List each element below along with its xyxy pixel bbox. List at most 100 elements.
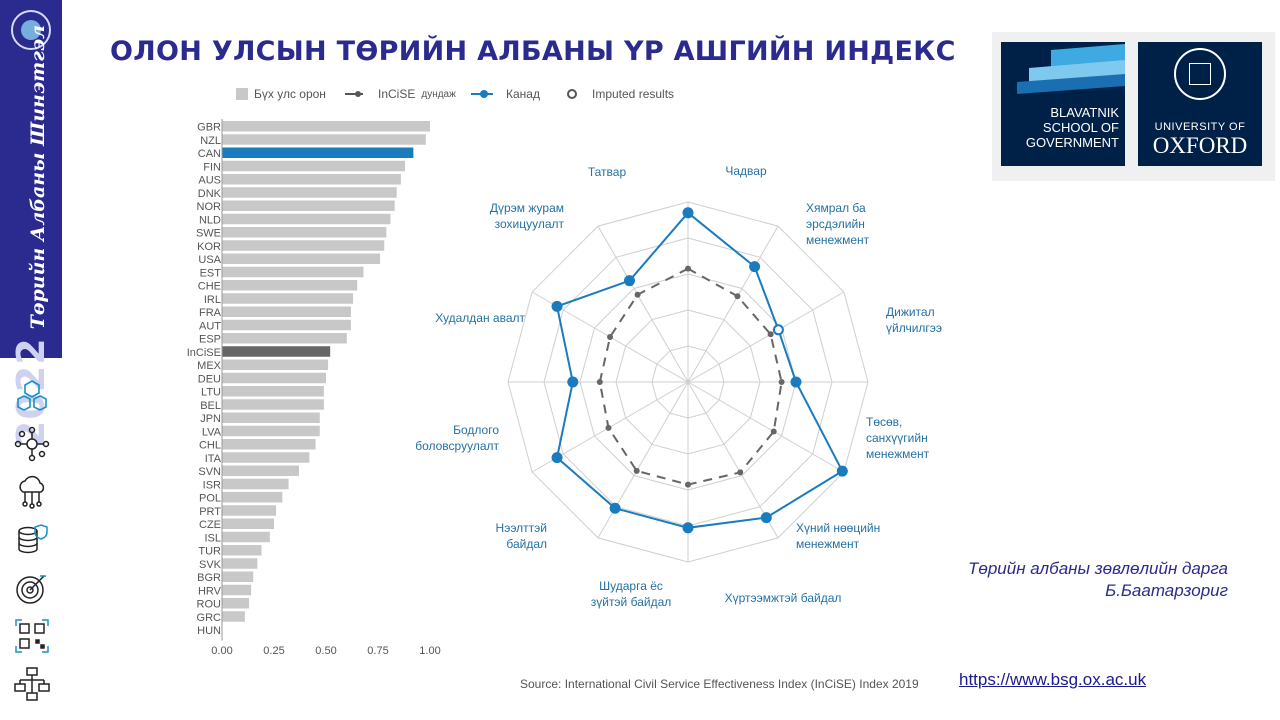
bar-label-DNK: DNK	[198, 188, 222, 200]
radar-spoke	[687, 381, 779, 539]
radar-axis-label: Нээлттэй байдал	[496, 521, 547, 551]
bar-CZE	[222, 518, 274, 529]
bar-label-PRT: PRT	[199, 506, 221, 518]
bar-label-ITA: ITA	[205, 453, 222, 465]
incise-point	[634, 291, 641, 298]
oxford-logo: UNIVERSITY OF OXFORD	[1138, 42, 1262, 166]
bar-LTU	[222, 386, 324, 397]
radar-grid	[507, 201, 869, 563]
sidebar-icon-list	[14, 378, 50, 714]
radar-axis-label: Хүний нөөцийн менежмент	[796, 521, 880, 551]
source-note: Source: International Civil Service Effe…	[520, 677, 919, 691]
canada-point	[682, 207, 694, 219]
bar-label-ROU: ROU	[197, 599, 222, 611]
oxford-name-label: OXFORD	[1152, 133, 1248, 158]
bar-chart: GBRNZLCANFINAUSDNKNORNLDSWEKORUSAESTCHEI…	[187, 119, 441, 657]
bar-JPN	[222, 412, 320, 423]
bar-label-LTU: LTU	[201, 387, 221, 399]
legend-swatch-imputed	[567, 89, 577, 99]
bar-ROU	[222, 598, 250, 609]
bar-label-MEX: MEX	[197, 360, 222, 372]
canada-point	[551, 452, 563, 464]
bar-POL	[222, 492, 283, 503]
x-tick-0.75: 0.75	[367, 645, 388, 657]
radar-axis-label: Татвар	[588, 165, 627, 179]
bar-label-ISR: ISR	[203, 479, 221, 491]
bar-label-CZE: CZE	[199, 519, 221, 531]
oxford-university-label: UNIVERSITY OF	[1154, 121, 1246, 133]
radar-axis-label: Худалдан авалт	[435, 311, 525, 325]
bar-NZL	[222, 134, 426, 145]
legend-item-incise: InCiSE дундаж	[344, 87, 456, 101]
canada-line	[555, 211, 844, 529]
bar-label-GBR: GBR	[197, 122, 221, 134]
cloud-network-icon	[19, 475, 45, 509]
bar-label-JPN: JPN	[200, 413, 221, 425]
x-tick-0.00: 0.00	[211, 645, 232, 657]
bar-label-CAN: CAN	[198, 148, 221, 160]
bar-IRL	[222, 293, 354, 304]
bar-EST	[222, 266, 364, 278]
bar-GBR	[222, 121, 430, 132]
radar-axis-label: Хямрал ба эрсдэлийн менежмент	[806, 201, 870, 247]
emblem-icon	[11, 10, 51, 50]
bar-label-FIN: FIN	[203, 161, 221, 173]
website-link[interactable]: https://www.bsg.ox.ac.uk	[959, 670, 1147, 689]
bar-label-KOR: KOR	[197, 241, 221, 253]
legend-item-canada: Канад	[470, 87, 540, 101]
bar-label-CHL: CHL	[199, 440, 221, 452]
incise-point	[596, 379, 603, 385]
bar-label-SVN: SVN	[198, 466, 221, 478]
bar-label-ISL: ISL	[204, 532, 221, 544]
bar-NOR	[222, 200, 395, 211]
bar-label-LVA: LVA	[202, 426, 222, 438]
incise-point	[633, 467, 640, 474]
radar-spoke	[687, 381, 845, 473]
network-nodes-icon	[14, 426, 50, 462]
bar-label-InCiSE: InCiSE	[187, 347, 221, 359]
qr-code-icon	[15, 619, 49, 653]
radar-axis-label: Хүртээмжтэй байдал	[725, 591, 842, 605]
incise-point	[685, 265, 691, 272]
canada-point	[836, 465, 848, 477]
legend-swatch-canada	[471, 90, 493, 98]
incise-point	[685, 481, 691, 488]
bar-ISL	[222, 531, 270, 543]
bar-label-AUS: AUS	[198, 175, 221, 187]
radar-spoke	[597, 225, 689, 383]
radar-spoke	[687, 225, 779, 383]
incise-point	[770, 428, 777, 435]
incise-point	[767, 331, 774, 338]
radar-axis-label: Төсөв, санхүүгийн менежмент	[866, 415, 930, 461]
bar-GRC	[222, 611, 245, 622]
blavatnik-stripes-icon	[1017, 44, 1125, 94]
bar-label-POL: POL	[199, 493, 221, 505]
bar-SWE	[222, 227, 387, 238]
incise-point	[737, 469, 744, 476]
bar-label-NLD: NLD	[199, 214, 221, 226]
canada-imputed-point	[772, 324, 784, 336]
bar-label-BGR: BGR	[197, 572, 221, 584]
canada-point	[749, 261, 761, 273]
legend-item-imputed: Imputed results	[566, 87, 674, 101]
bar-InCiSE	[222, 346, 331, 357]
bar-MEX	[222, 359, 329, 370]
incise-point	[605, 424, 612, 431]
canada-point	[624, 275, 635, 287]
bar-label-HUN: HUN	[197, 625, 221, 637]
blavatnik-logo: BLAVATNIK SCHOOL OF GOVERNMENT	[1001, 42, 1125, 166]
bar-LVA	[222, 425, 320, 437]
radar-spoke	[687, 291, 845, 383]
bar-label-SVK: SVK	[199, 559, 222, 571]
bar-BEL	[222, 399, 324, 410]
bar-NLD	[222, 213, 391, 225]
signature-title: Төрийн албаны зөвлөлийн дарга	[968, 559, 1228, 578]
canada-point	[609, 502, 621, 514]
radar-axis-label: Шударга ёс зүйтэй байдал	[591, 579, 672, 609]
radar-axis-label: Бодлого боловсруулалт	[415, 423, 499, 453]
bar-ITA	[222, 452, 310, 463]
radar-axis-label: Дижитал үйлчилгээ	[886, 305, 942, 335]
database-shield-icon	[18, 524, 48, 554]
bar-ESP	[222, 333, 347, 344]
canada-point	[551, 300, 563, 312]
